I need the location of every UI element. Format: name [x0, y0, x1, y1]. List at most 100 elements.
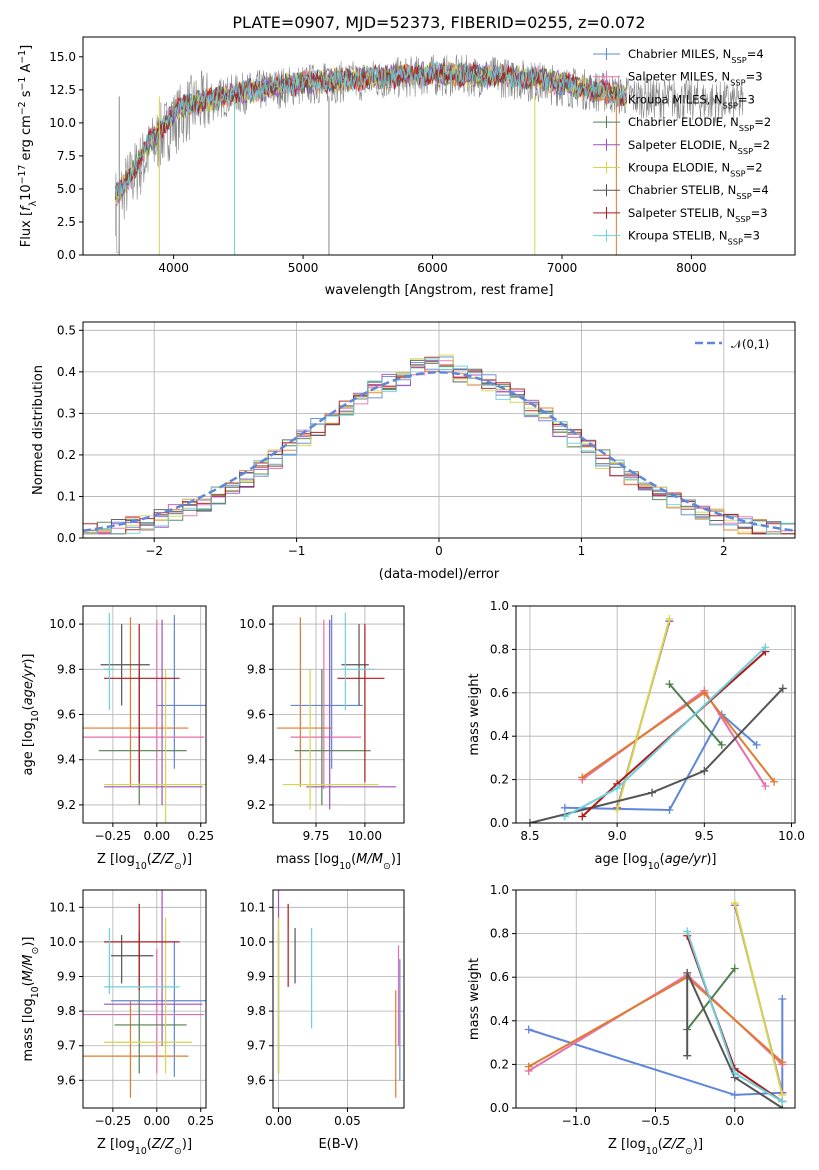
x-tick-label: 2: [720, 544, 728, 558]
x-tick-label: 0.25: [187, 829, 214, 843]
x-tick-label: 10.0: [778, 829, 805, 843]
plot-area-residuals: [83, 354, 795, 538]
legend-label: Kroupa MILES, NSSP=3: [628, 92, 755, 110]
y-axis-label: age [log10(age/yr)]: [21, 653, 41, 775]
model-spectrum: [114, 61, 627, 205]
plot-area-mass-vs-EBV: [277, 890, 401, 1098]
y-tick-label: 9.6: [247, 708, 266, 722]
y-tick-label: 9.4: [247, 753, 266, 767]
legend-label: Kroupa ELODIE, NSSP=2: [628, 161, 763, 179]
x-tick-label: 4000: [158, 261, 189, 275]
x-tick-label: 10.00: [348, 829, 382, 843]
gaussian-curve: [83, 371, 795, 532]
data-point: [683, 1051, 692, 1060]
data-point: [578, 773, 587, 782]
y-tick-label: 9.6: [57, 708, 76, 722]
data-point: [761, 643, 770, 652]
y-tick-label: 9.7: [57, 1039, 76, 1053]
data-point: [778, 1097, 787, 1106]
data-point: [730, 1069, 739, 1078]
legend-label: 𝒩(0,1): [731, 337, 769, 351]
data-point: [613, 784, 622, 793]
y-tick-label: 9.8: [247, 1004, 266, 1018]
axes-frame: [82, 36, 796, 256]
y-tick-label: 0.0: [57, 531, 76, 545]
chart-title: PLATE=0907, MJD=52373, FIBERID=0255, z=0…: [232, 13, 645, 32]
data-point: [717, 740, 726, 749]
legend-label: Salpeter MILES, NSSP=3: [628, 70, 763, 88]
axes-massweight-vs-age: 8.5 9.0 9.5 10.0 0.0 0.2 0.4 0.6 0.8 1.0: [490, 599, 805, 843]
y-tick-label: 0.3: [57, 406, 76, 420]
data-point: [700, 766, 709, 775]
y-tick-label: 0.6: [490, 686, 509, 700]
legend-label: Chabrier ELODIE, NSSP=2: [628, 115, 771, 133]
x-tick-label: 1: [578, 544, 586, 558]
y-tick-label: 0.0: [57, 248, 76, 262]
y-tick-label: 0.0: [490, 816, 509, 830]
y-tick-label: 0.4: [490, 729, 509, 743]
x-tick-label: −0.25: [94, 1114, 131, 1128]
x-tick-label: 0.0: [725, 1114, 744, 1128]
y-tick-label: 9.2: [247, 798, 266, 812]
data-point: [778, 684, 787, 693]
y-tick-label: 9.9: [247, 970, 266, 984]
x-tick-label: 0.25: [187, 1114, 214, 1128]
y-tick-label: 15.0: [49, 50, 76, 64]
y-tick-label: 9.9: [57, 970, 76, 984]
y-axis-label: Normed distribution: [31, 365, 46, 495]
y-tick-label: 1.0: [490, 883, 509, 897]
y-tick-label: 10.1: [239, 900, 266, 914]
data-point: [613, 805, 622, 814]
y-tick-label: 10.0: [49, 116, 76, 130]
x-tick-label: −0.25: [94, 829, 131, 843]
axes-age-vs-Z: −0.25 0.00 0.25 9.2 9.4 9.6 9.8 10.0: [49, 605, 214, 843]
series-line: [686, 972, 783, 1108]
residual-histogram: [83, 357, 795, 538]
legend-label: Kroupa STELIB, NSSP=3: [628, 229, 760, 247]
y-tick-label: 9.8: [57, 1004, 76, 1018]
data-point: [683, 927, 692, 936]
model-spectrum: [114, 63, 627, 200]
y-tick-label: 9.6: [57, 1073, 76, 1087]
data-point: [730, 899, 739, 908]
data-point: [761, 782, 770, 791]
x-axis-label: age [log10(age/yr)]: [594, 852, 716, 872]
y-tick-label: 0.8: [490, 927, 509, 941]
y-tick-label: 0.0: [490, 1101, 509, 1115]
x-tick-label: 5000: [288, 261, 319, 275]
y-tick-label: 9.7: [247, 1039, 266, 1053]
x-tick-label: 0.05: [334, 1114, 361, 1128]
data-point: [730, 964, 739, 973]
data-point: [665, 615, 674, 624]
y-axis-label: mass weight: [467, 958, 482, 1040]
y-tick-label: 12.5: [49, 83, 76, 97]
data-point: [560, 803, 569, 812]
axes-residuals: −2 −1 0 1 2 0.0 0.1 0.2 0.3 0.4 0.5: [57, 321, 796, 558]
legend-label: Chabrier STELIB, NSSP=4: [628, 183, 769, 201]
y-tick-label: 0.6: [490, 970, 509, 984]
axes-massweight-vs-Z: −1.0 −0.5 0.0 0.0 0.2 0.4 0.6 0.8 1.0: [490, 883, 796, 1128]
x-axis-label: (data-model)/error: [379, 567, 500, 582]
x-tick-label: −1: [288, 544, 306, 558]
data-point: [778, 1058, 787, 1067]
x-tick-label: 8.5: [520, 829, 539, 843]
x-axis-label: wavelength [Angstrom, rest frame]: [325, 283, 554, 298]
y-tick-label: 10.0: [239, 617, 266, 631]
x-tick-label: 0.00: [265, 1114, 292, 1128]
x-tick-label: 6000: [417, 261, 448, 275]
series-line: [686, 967, 736, 1031]
y-tick-label: 9.8: [57, 662, 76, 676]
y-tick-label: 7.5: [57, 149, 76, 163]
data-point: [778, 995, 787, 1003]
data-point: [524, 1025, 533, 1034]
legend-residuals: 𝒩(0,1): [695, 337, 769, 351]
x-axis-label: Z [log10(Z/Z⊙)]: [608, 1137, 703, 1157]
axes-frame: [515, 605, 796, 824]
x-tick-label: −2: [145, 544, 163, 558]
plot-area-mass-vs-Z: [83, 890, 206, 1098]
y-tick-label: 0.2: [57, 448, 76, 462]
x-axis-label: mass [log10(M/M⊙)]: [276, 852, 401, 872]
y-tick-label: 0.8: [490, 642, 509, 656]
plot-area-spectrum: [114, 54, 744, 255]
